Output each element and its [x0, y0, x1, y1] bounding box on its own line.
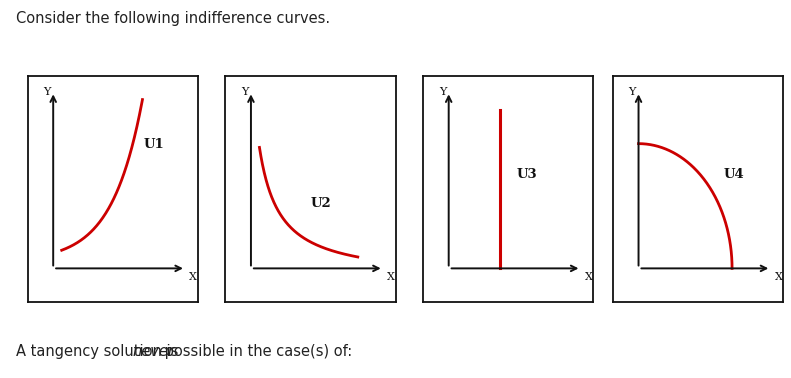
Text: X: X: [774, 272, 782, 282]
Text: U3: U3: [517, 168, 537, 181]
Text: U4: U4: [724, 168, 744, 181]
Text: Y: Y: [439, 87, 446, 97]
Text: Y: Y: [44, 87, 51, 97]
Text: U2: U2: [310, 197, 331, 210]
Text: Y: Y: [241, 87, 248, 97]
Text: X: X: [189, 272, 197, 282]
Text: possible in the case(s) of:: possible in the case(s) of:: [160, 344, 352, 359]
Text: X: X: [387, 272, 395, 282]
Text: Y: Y: [629, 87, 636, 97]
Text: never: never: [133, 344, 175, 359]
Text: U1: U1: [143, 138, 164, 151]
Text: A tangency solution is: A tangency solution is: [16, 344, 183, 359]
Text: X: X: [585, 272, 592, 282]
Text: Consider the following indifference curves.: Consider the following indifference curv…: [16, 11, 330, 26]
